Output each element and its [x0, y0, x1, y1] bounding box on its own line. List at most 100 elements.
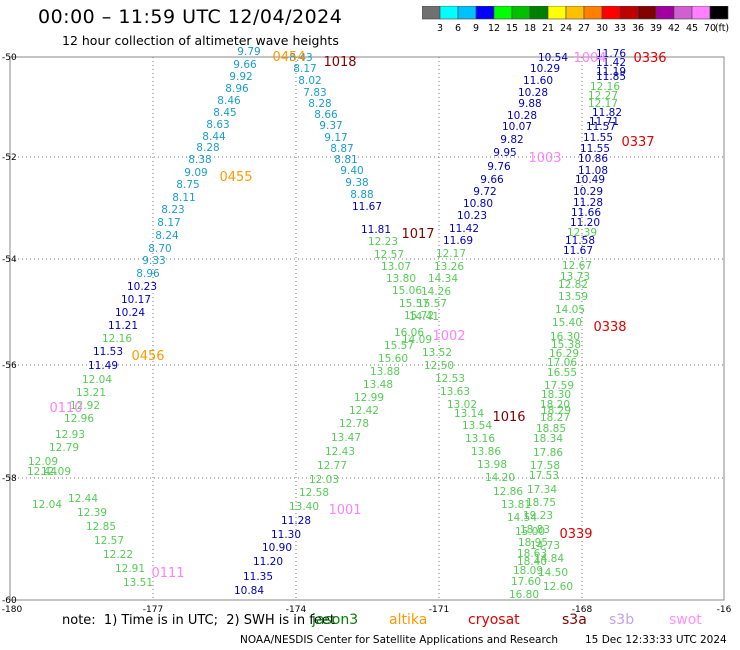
swh-value-label: 11.42 — [596, 57, 626, 69]
color-scale-tick: 27 — [578, 23, 590, 34]
lon-tick-label: -180 — [2, 605, 23, 615]
mission-label-altika: altika — [389, 612, 428, 628]
swh-value-label: 12.04 — [82, 374, 112, 386]
color-scale-tick: 39 — [650, 23, 662, 34]
lon-tick-label: -168 — [572, 605, 593, 615]
lat-tick-label: -54 — [2, 255, 17, 265]
swh-value-label: 13.98 — [477, 459, 507, 471]
swh-value-label: 11.28 — [573, 197, 603, 209]
pass-time-label: 1002 — [432, 329, 465, 344]
mission-label-cryosat: cryosat — [468, 612, 520, 628]
swh-value-label: 10.54 — [538, 52, 568, 64]
swh-value-label: 8.96 — [225, 83, 249, 95]
color-scale-swatch — [709, 6, 729, 20]
swh-value-label: 15.57 — [417, 298, 447, 310]
swh-value-label: 18.20 — [540, 399, 570, 411]
axis-labels: -180 -177 -174 -171 -168 -16 -50 -52 -54 -56 -58 -6… — [2, 53, 732, 615]
swh-value-label: 15.40 — [552, 317, 582, 329]
color-scale-tick: 33 — [614, 23, 626, 34]
lat-tick-label: -52 — [2, 153, 17, 163]
lon-tick-label: -174 — [286, 605, 307, 615]
swh-value-label: 12.42 — [349, 405, 379, 417]
swh-value-label: 9.66 — [233, 59, 257, 71]
footer-credit: NOAA/NESDIS Center for Satellite Applica… — [240, 634, 558, 646]
note-text: note: 1) Time is in UTC; 2) SWH is in fe… — [62, 613, 335, 628]
pass-time-label: 0111 — [151, 566, 184, 581]
swh-value-label: 16.80 — [509, 589, 539, 601]
pass-time-label: 1003 — [528, 151, 561, 166]
swh-value-label: 12.39 — [567, 227, 597, 239]
swh-value-label: 17.34 — [527, 484, 557, 496]
color-scale-swatch — [619, 6, 639, 20]
swh-value-label: 8.23 — [161, 204, 184, 216]
pass-time-label: 0455 — [219, 170, 252, 185]
swh-value-label: 13.47 — [331, 432, 361, 444]
swh-value-label: 11.60 — [523, 75, 553, 87]
color-scale-swatch — [511, 6, 531, 20]
swh-value-label: 15.00 — [515, 526, 545, 538]
swh-value-label: 12.86 — [493, 486, 523, 498]
swh-value-label: 18.63 — [517, 548, 547, 560]
swh-value-label: 9.95 — [493, 147, 516, 159]
swh-value-label: 14.84 — [534, 553, 564, 565]
swh-value-label: 9.72 — [473, 186, 496, 198]
swh-value-label: 17.58 — [530, 460, 560, 472]
color-scale-swatch — [457, 6, 477, 20]
swh-value-label: 18.85 — [536, 423, 566, 435]
swh-value-label: 11.67 — [352, 201, 382, 213]
color-scale-tick: 15 — [506, 23, 518, 34]
swh-value-label: 8.87 — [330, 143, 353, 155]
swh-value-label: 15.60 — [378, 353, 408, 365]
swh-value-label: 11.49 — [88, 360, 118, 372]
swh-value-label: 8.28 — [308, 98, 331, 110]
swh-value-label: 10.80 — [463, 198, 493, 210]
swh-value-label: 10.86 — [578, 153, 608, 165]
swh-value-label: 8.66 — [314, 109, 338, 121]
swh-value-label: 14.09 — [402, 334, 432, 346]
pass-time-label: 0456 — [131, 349, 164, 364]
color-scale-swatch — [637, 6, 657, 20]
swh-value-label: 11.76 — [596, 48, 626, 60]
swh-value-label: 8.81 — [334, 154, 357, 166]
swh-value-label: 11.66 — [571, 207, 601, 219]
swh-value-label: 10.84 — [234, 585, 264, 597]
footer-timestamp: 15 Dec 12:33:33 UTC 2024 — [585, 634, 727, 646]
swh-value-label: 12.09 — [28, 456, 58, 468]
color-scale-tick: 12 — [488, 23, 500, 34]
swh-value-label: 12.58 — [299, 487, 329, 499]
swh-value-label: 13.02 — [447, 399, 477, 411]
swh-value-label: 12.92 — [70, 400, 100, 412]
swh-value-label: 13.73 — [560, 271, 590, 283]
swh-value-label: 13.59 — [558, 291, 588, 303]
page-subtitle: 12 hour collection of altimeter wave hei… — [62, 33, 339, 48]
swh-value-label: 13.81 — [501, 499, 531, 511]
swh-value-label: 19.23 — [523, 510, 553, 522]
color-scale-unit: (ft) — [715, 23, 729, 34]
mission-label-s3a: s3a — [562, 612, 587, 628]
color-scale-swatch — [691, 6, 711, 20]
swh-value-label: 11.67 — [563, 245, 593, 257]
swh-value-label: 12.39 — [77, 507, 107, 519]
swh-value-label: 16.06 — [394, 327, 424, 339]
swh-value-label: 12.50 — [424, 360, 454, 372]
swh-value-label: 17.86 — [533, 447, 563, 459]
swh-value-label: 18.30 — [541, 389, 571, 401]
swh-value-label: 13.51 — [123, 577, 153, 589]
mission-label-jason3: jason3 — [312, 612, 359, 628]
swh-value-label: 18.40 — [517, 556, 547, 568]
color-scale-swatch — [439, 6, 459, 20]
swh-value-label: 17.60 — [511, 576, 541, 588]
swh-value-label: 11.71 — [589, 116, 619, 128]
swh-value-label: 12.16 — [590, 81, 620, 93]
swh-value-label: 11.30 — [271, 529, 301, 541]
swh-value-label: 12.23 — [368, 236, 398, 248]
swh-value-label: 18.75 — [526, 497, 556, 509]
swh-value-label: 14.50 — [538, 567, 568, 579]
swh-value-label: 15.72 — [404, 310, 434, 322]
pass-time-labels: 0454 1018 0336 0455 0337 1003 1017 0338 0456 1002… — [49, 50, 666, 581]
swh-value-label: 8.28 — [196, 142, 219, 154]
color-scale-tick: 42 — [668, 23, 680, 34]
swh-value-label: 8.63 — [206, 119, 229, 131]
swh-value-label: 11.53 — [93, 346, 123, 358]
swh-value-label: 8.44 — [202, 131, 226, 143]
